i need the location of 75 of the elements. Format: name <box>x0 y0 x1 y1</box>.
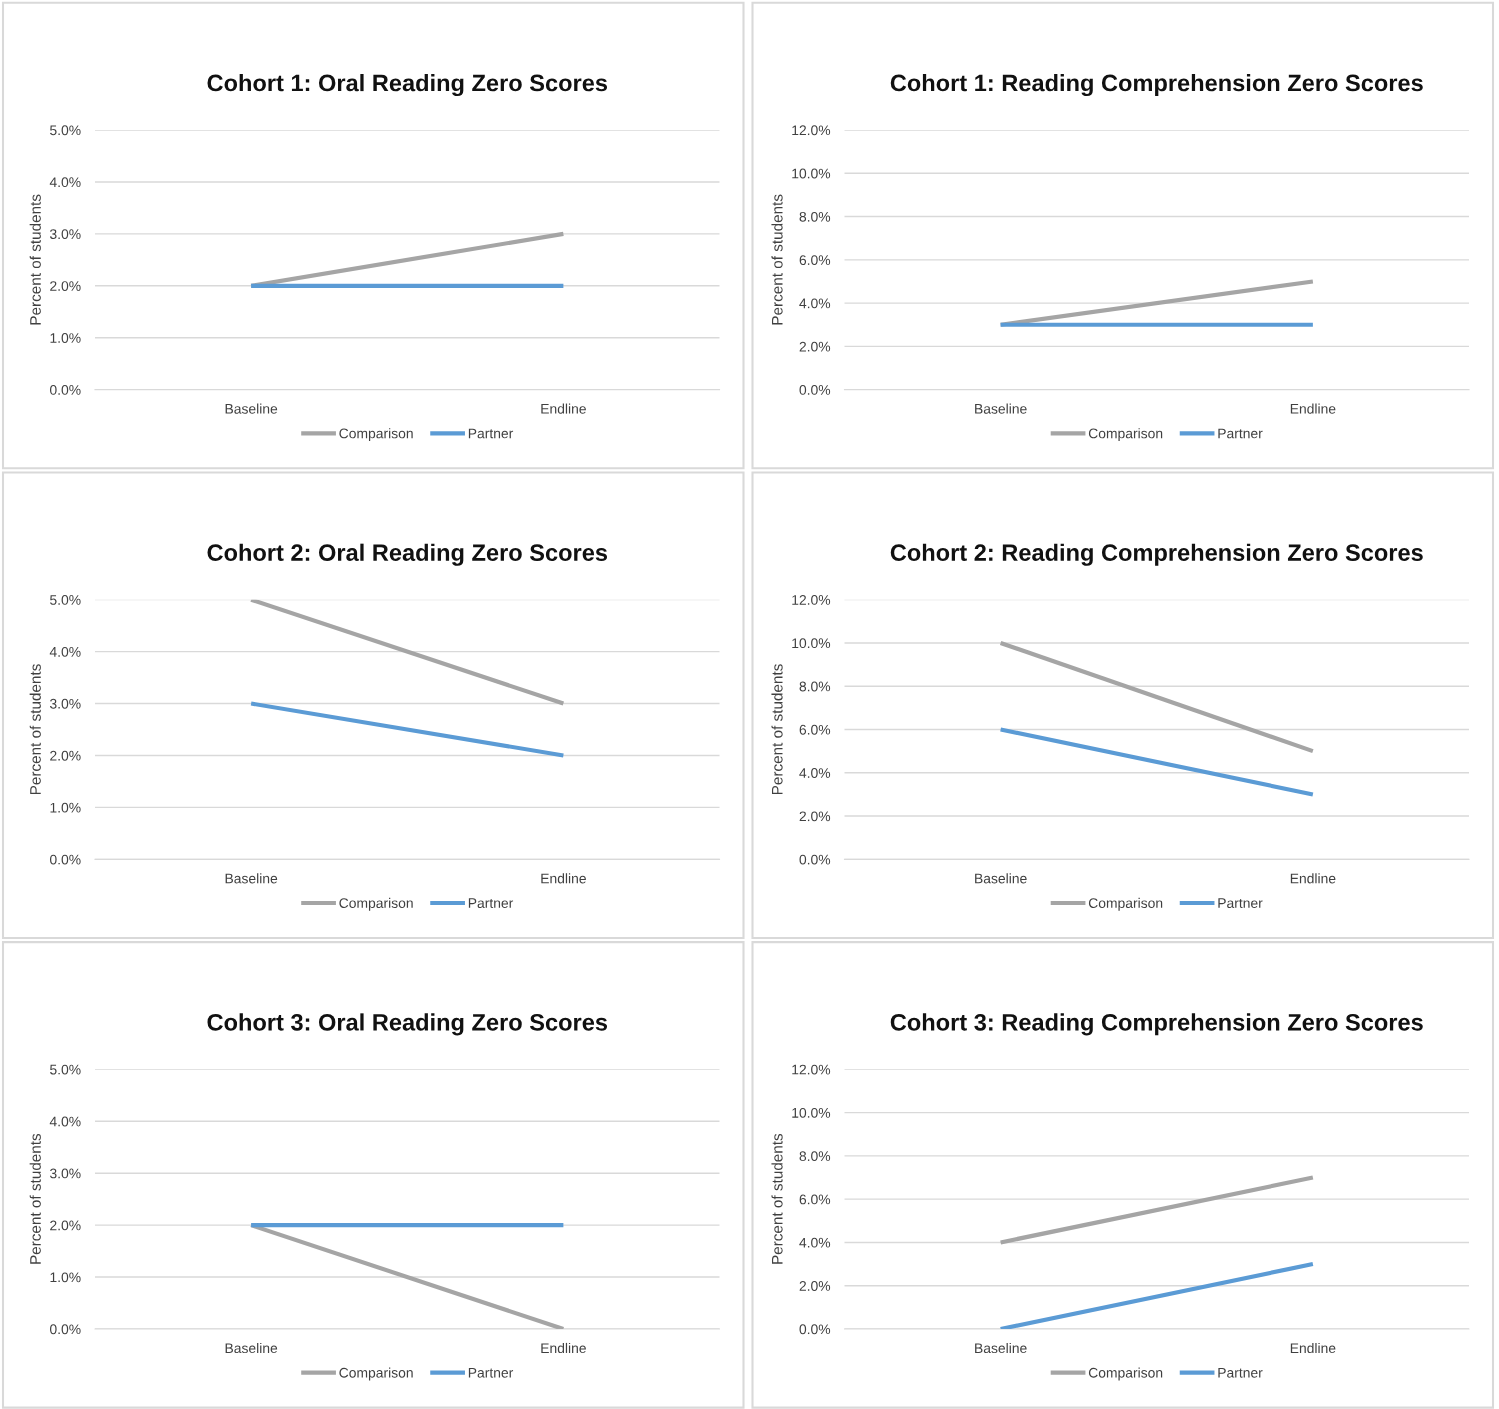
y-tick-label: 10.0% <box>792 1107 831 1118</box>
x-tick-label: Endline <box>541 403 586 414</box>
y-tick-label: 4.0% <box>49 177 81 188</box>
y-tick-label: 6.0% <box>799 1194 831 1205</box>
y-tick-label: 5.0% <box>50 595 81 605</box>
legend-label: Comparison <box>339 428 413 442</box>
y-tick-label: 8.0% <box>799 1151 831 1162</box>
chart-title: Cohort 1: Reading Comprehension Zero Scores <box>890 74 1423 97</box>
y-tick-label: 2.0% <box>799 811 831 822</box>
y-tick-label: 3.0% <box>49 1168 81 1179</box>
y-tick-label: 8.0% <box>799 681 831 692</box>
legend-label: Partner <box>468 898 514 908</box>
y-tick-label: 4.0% <box>799 768 831 778</box>
legend-label: Partner <box>1218 1367 1263 1378</box>
legend-label: Comparison <box>339 1367 413 1381</box>
chart-title: Cohort 2: Reading Comprehension Zero Scores <box>890 543 1423 566</box>
y-tick-label: 12.0% <box>792 125 831 136</box>
legend-label: Partner <box>1218 428 1263 439</box>
y-tick-label: 0.0% <box>799 385 831 395</box>
y-axis-title: Percent of students <box>771 664 783 795</box>
y-tick-label: 0.0% <box>799 854 831 865</box>
y-tick-label: 12.0% <box>792 595 831 605</box>
x-tick-label: Baseline <box>225 403 278 414</box>
x-tick-label: Endline <box>1290 1342 1336 1354</box>
y-tick-label: 12.0% <box>792 1064 831 1075</box>
y-axis-title: Percent of students <box>29 664 41 795</box>
x-tick-label: Baseline <box>975 873 1027 884</box>
y-axis-title: Percent of students <box>771 1133 783 1264</box>
x-tick-label: Endline <box>1290 403 1336 414</box>
y-tick-label: 2.0% <box>50 281 81 291</box>
x-tick-label: Baseline <box>225 873 278 884</box>
y-tick-label: 8.0% <box>799 211 831 222</box>
y-tick-label: 10.0% <box>792 638 831 649</box>
y-tick-label: 2.0% <box>50 1220 81 1231</box>
y-tick-label: 4.0% <box>49 1116 81 1127</box>
y-tick-label: 1.0% <box>50 802 81 813</box>
y-tick-label: 1.0% <box>50 1272 81 1283</box>
legend-label: Comparison <box>1088 428 1163 442</box>
x-tick-label: Endline <box>541 1342 586 1354</box>
x-tick-label: Endline <box>541 873 586 884</box>
chart-title: Cohort 2: Oral Reading Zero Scores <box>207 543 608 566</box>
legend-label: Comparison <box>1088 897 1163 911</box>
x-tick-label: Baseline <box>975 403 1027 414</box>
legend-label: Partner <box>1218 898 1263 908</box>
y-tick-label: 1.0% <box>50 333 81 343</box>
y-tick-label: 10.0% <box>792 168 831 179</box>
y-axis-title: Percent of students <box>29 1133 41 1264</box>
legend-label: Comparison <box>339 897 413 911</box>
y-tick-label: 0.0% <box>799 1324 831 1335</box>
chart-title: Cohort 3: Oral Reading Zero Scores <box>207 1013 608 1036</box>
x-tick-label: Baseline <box>225 1342 278 1354</box>
legend-label: Partner <box>468 428 514 439</box>
y-tick-label: 0.0% <box>50 854 81 865</box>
x-tick-label: Baseline <box>975 1342 1027 1354</box>
y-axis-title: Percent of students <box>771 194 783 325</box>
y-tick-label: 3.0% <box>49 229 81 240</box>
y-tick-label: 0.0% <box>50 385 81 395</box>
y-tick-label: 2.0% <box>799 1281 831 1291</box>
y-tick-label: 2.0% <box>799 341 831 352</box>
y-tick-label: 3.0% <box>49 698 81 709</box>
x-tick-label: Endline <box>1290 873 1336 884</box>
y-tick-label: 4.0% <box>49 646 81 657</box>
legend-label: Comparison <box>1088 1367 1163 1381</box>
y-tick-label: 0.0% <box>50 1324 81 1335</box>
legend-label: Partner <box>468 1367 514 1378</box>
y-tick-label: 6.0% <box>799 255 831 265</box>
chart-title: Cohort 1: Oral Reading Zero Scores <box>207 74 608 97</box>
y-tick-label: 4.0% <box>799 1237 831 1248</box>
y-tick-label: 5.0% <box>50 1064 81 1075</box>
y-tick-label: 6.0% <box>799 724 831 735</box>
chart-title: Cohort 3: Reading Comprehension Zero Scores <box>890 1013 1423 1036</box>
y-axis-title: Percent of students <box>29 194 41 325</box>
y-tick-label: 2.0% <box>50 750 81 761</box>
y-tick-label: 4.0% <box>799 298 831 309</box>
y-tick-label: 5.0% <box>50 125 81 136</box>
